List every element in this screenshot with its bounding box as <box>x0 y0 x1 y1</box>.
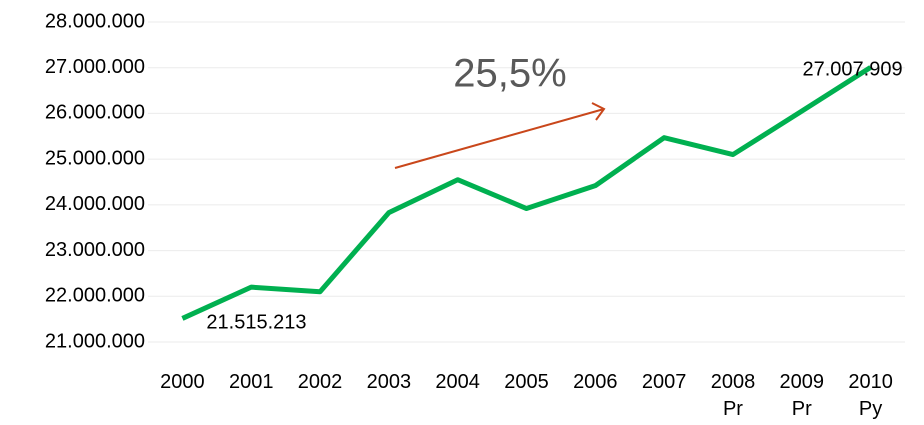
value-label: 21.515.213 <box>206 312 306 334</box>
line-series <box>181 65 872 321</box>
x-tick-label: 2003 <box>366 371 412 393</box>
trend-arrow-head <box>591 102 606 121</box>
value-label: 27.007.909 <box>802 59 902 81</box>
y-tick-label: 28.000.000 <box>45 10 145 32</box>
x-tick-label: 2005 <box>504 371 549 393</box>
y-tick-label: 25.000.000 <box>45 147 145 169</box>
annotation: 25,5% <box>453 52 566 96</box>
x-tick-label: 2002 <box>297 371 343 393</box>
x-tick-label: 2004 <box>435 371 480 393</box>
y-tick-label: 22.000.000 <box>45 285 145 307</box>
y-tick-label: 21.000.000 <box>45 330 145 352</box>
y-tick-label: 26.000.000 <box>45 102 145 124</box>
x-tick-label: 2001 <box>228 371 274 393</box>
trend-arrow <box>394 108 605 169</box>
y-tick-label: 23.000.000 <box>45 239 145 261</box>
x-tick-label: 2007 <box>641 371 687 393</box>
x-tick-label: 2008 Pr <box>710 371 756 420</box>
y-tick-label: 27.000.000 <box>45 56 145 78</box>
x-tick-label: 2010 Py <box>848 371 893 420</box>
x-tick-label: 2009 Pr <box>779 371 825 420</box>
x-tick-label: 2006 <box>573 371 618 393</box>
x-tick-label: 2000 <box>160 371 205 393</box>
y-tick-label: 24.000.000 <box>45 193 145 215</box>
